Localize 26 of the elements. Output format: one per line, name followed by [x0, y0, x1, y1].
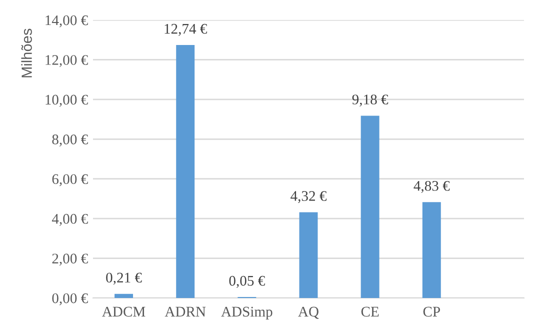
y-tick-label: 6,00 € [52, 174, 88, 186]
bar [360, 116, 380, 298]
x-tick-label: ADRN [164, 306, 206, 316]
y-tick-label: 0,00 € [52, 293, 88, 306]
bar [176, 45, 195, 298]
x-tick-label: AQ [298, 306, 319, 319]
data-label: 9,18 € [352, 94, 388, 107]
bar [114, 294, 134, 298]
data-label: 0,05 € [229, 276, 265, 288]
bar [299, 212, 318, 298]
y-tick-label: 4,00 € [52, 214, 88, 226]
bar [422, 202, 441, 298]
data-label: 12,74 € [164, 24, 208, 36]
data-label: 4,32 € [290, 191, 327, 204]
data-label: 4,83 € [414, 180, 450, 193]
y-tick-label: 12,00 € [46, 55, 88, 68]
y-tick-label: 2,00 € [52, 254, 88, 266]
y-tick-label: 8,00 € [52, 134, 88, 146]
y-tick-label: 10,00 € [46, 94, 88, 107]
x-tick-label: ADSimp [221, 306, 272, 320]
x-tick-label: ADCM [102, 306, 146, 317]
y-tick-label: 14,00 € [46, 15, 88, 28]
data-label: 0,21 € [106, 272, 142, 285]
y-axis-title: Milhões [21, 28, 32, 78]
x-tick-label: CP [423, 306, 440, 317]
x-tick-label: CE [361, 306, 379, 317]
